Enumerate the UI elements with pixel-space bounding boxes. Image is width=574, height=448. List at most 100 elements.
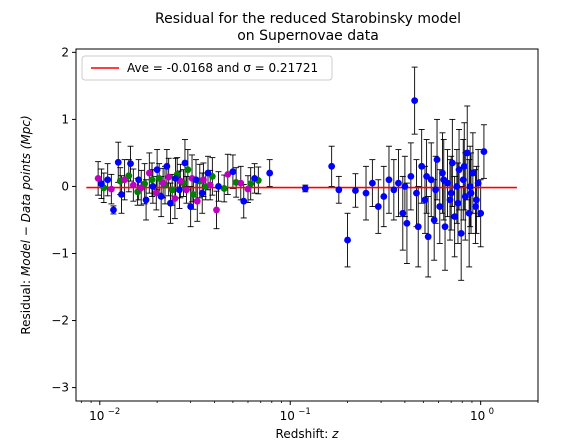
y-tick-label: −1 [51,246,69,260]
data-point [98,180,105,188]
data-point [193,197,201,205]
y-axis-label-italic: Model − Data points (Mpc) [19,115,33,276]
data-point [127,160,134,168]
data-point [352,187,359,194]
data-point [344,236,351,244]
data-point [183,186,190,194]
data-point [328,162,336,170]
legend-label: Ave = -0.0168 and σ = 0.21721 [127,61,318,75]
data-point [200,176,207,184]
data-point [148,176,156,184]
data-point [110,206,117,214]
data-point [220,185,228,192]
x-tick-label: 10 [89,409,104,423]
data-point [461,193,469,200]
data-point [187,203,195,210]
legend-box [81,55,333,81]
data-point [433,156,441,164]
data-point [240,197,248,205]
data-point [448,159,456,167]
data-point [441,223,449,231]
data-point [453,183,461,190]
data-point [244,185,252,193]
data-point [457,229,465,237]
data-point [168,186,176,194]
y-tick-label: −2 [51,314,69,328]
data-point [421,196,429,204]
data-point [145,169,153,177]
data-point [135,176,143,184]
data-point [184,166,192,174]
data-point [472,203,479,210]
data-point [181,159,189,167]
data-point [414,223,422,231]
y-axis-label: Residual: Model − Data points (Mpc) [19,115,33,334]
data-point [362,189,370,197]
data-point [451,213,459,221]
data-point [172,175,179,182]
data-point [401,183,409,190]
data-point [460,162,468,170]
data-point [163,162,171,170]
data-point [436,203,444,210]
data-point [411,97,419,105]
data-point [137,184,145,192]
data-point [395,179,402,187]
data-point [454,199,462,207]
data-point [152,189,160,197]
data-point [157,193,165,200]
y-axis-label-prefix: Residual: [19,276,33,335]
x-axis-label-variable: z [331,427,339,441]
x-tick-exponent: −2 [108,407,121,417]
data-point [473,196,480,204]
data-point [107,185,115,193]
y-tick-label: −3 [51,381,69,395]
y-tick-label: 1 [61,112,69,126]
data-point [399,209,407,217]
data-point [385,176,393,184]
data-point [118,191,125,198]
x-tick-exponent: −1 [298,407,311,417]
x-axis-label: Redshift: z [276,427,340,441]
data-point [465,209,473,217]
data-point [301,185,309,192]
data-point [455,166,463,174]
data-point [430,216,438,224]
data-point [469,169,477,177]
data-point [206,181,214,189]
data-point [198,189,206,197]
legend: Ave = -0.0168 and σ = 0.21721 [81,55,333,81]
data-point [413,189,420,197]
y-tick-label: 2 [61,45,69,59]
data-point [459,176,467,184]
data-point [142,196,150,204]
data-point [204,169,212,177]
data-point [237,179,245,187]
data-point [215,183,222,190]
data-point [447,189,455,197]
data-point [466,183,474,190]
data-point [477,209,485,217]
data-point [167,199,174,207]
data-point [94,175,102,182]
data-point [153,166,161,174]
data-point [229,168,237,176]
data-point [480,148,488,155]
y-tick-label: 0 [61,179,69,193]
data-point [390,186,398,194]
data-point [418,162,426,170]
data-point [467,189,475,197]
data-point [446,196,454,204]
data-point [129,181,137,189]
x-axis-label-prefix: Redshift: [276,427,333,441]
data-points [94,97,488,244]
data-point [114,158,122,166]
data-point [121,176,129,184]
chart-title-line1: Residual for the reduced Starobinsky mod… [155,11,461,27]
data-point [403,219,411,227]
data-point [213,206,220,214]
data-point [176,186,183,194]
data-point [247,180,255,188]
data-point [380,193,388,200]
x-tick-label: 10 [470,409,485,423]
